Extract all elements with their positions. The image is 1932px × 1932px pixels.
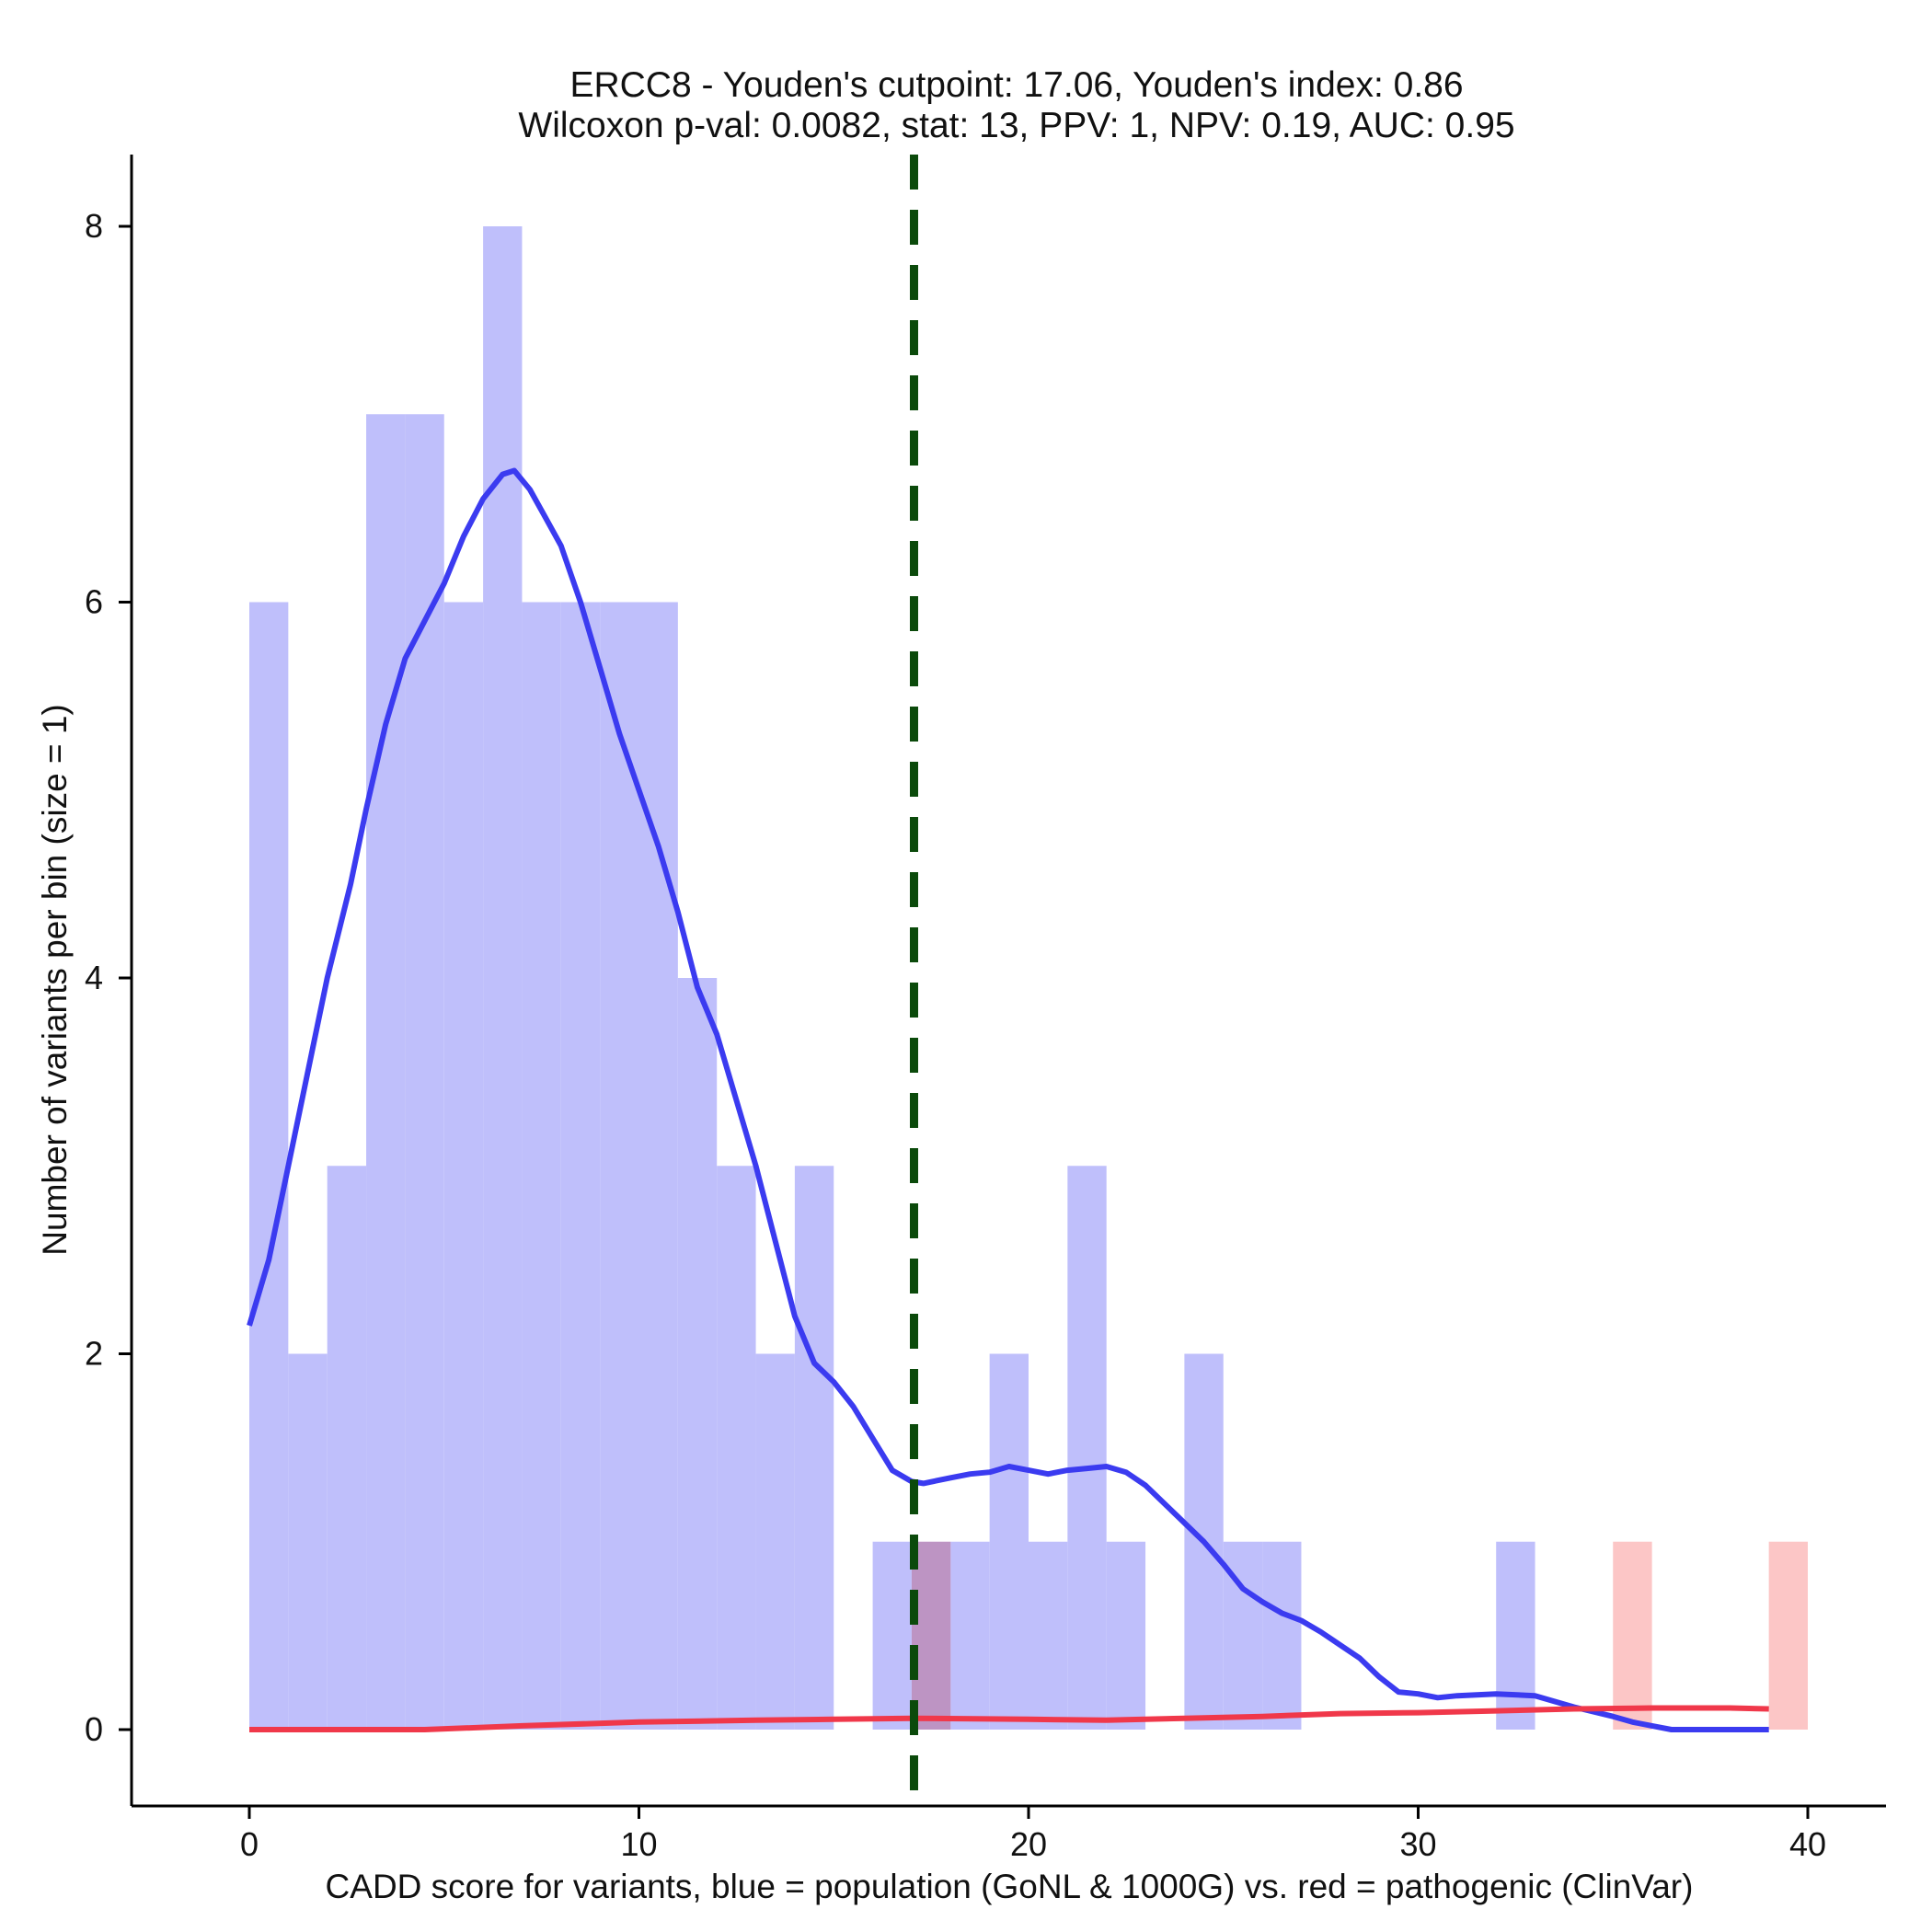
population-bar xyxy=(288,1353,328,1730)
x-tick-label: 10 xyxy=(620,1825,657,1863)
axes xyxy=(130,155,1886,1808)
population-bar xyxy=(950,1541,990,1730)
population-bar xyxy=(1067,1166,1107,1730)
x-tick-label: 30 xyxy=(1399,1825,1436,1863)
pathogenic-bar xyxy=(1768,1541,1808,1730)
population-bars xyxy=(249,226,1535,1730)
population-bar xyxy=(327,1166,367,1730)
population-bar xyxy=(872,1541,912,1730)
population-density-line xyxy=(247,467,1769,1732)
chart-title-line-1: ERCC8 - Youden's cutpoint: 17.06, Youden… xyxy=(569,65,1463,105)
x-tick-label: 40 xyxy=(1789,1825,1826,1863)
pathogenic-bar xyxy=(911,1541,951,1730)
population-bar xyxy=(522,602,561,1730)
population-bar xyxy=(483,226,523,1730)
x-tick-label: 20 xyxy=(1010,1825,1047,1863)
chart-title-line-2: Wilcoxon p-val: 0.0082, stat: 13, PPV: 1… xyxy=(518,106,1514,145)
population-bar xyxy=(1106,1541,1146,1730)
y-axis-ticks: 0 2 4 6 8 xyxy=(85,207,132,1748)
chart-title: ERCC8 - Youden's cutpoint: 17.06, Youden… xyxy=(518,65,1514,145)
population-bar xyxy=(249,602,289,1730)
population-bar xyxy=(366,414,406,1730)
y-tick-label: 2 xyxy=(85,1335,103,1373)
population-bar xyxy=(677,978,718,1730)
x-axis-label: CADD score for variants, blue = populati… xyxy=(326,1868,1694,1905)
population-bar xyxy=(717,1166,756,1730)
population-bar xyxy=(755,1353,795,1730)
pathogenic-density-line xyxy=(249,1705,1769,1732)
y-tick-label: 6 xyxy=(85,583,103,621)
pathogenic-bars xyxy=(911,1541,1808,1730)
population-bar xyxy=(638,602,678,1730)
y-tick-label: 8 xyxy=(85,207,103,245)
y-axis-label: Number of variants per bin (size = 1) xyxy=(36,704,74,1255)
population-bar xyxy=(794,1166,834,1730)
population-bar xyxy=(560,602,601,1730)
population-bar xyxy=(1029,1541,1068,1730)
population-bar xyxy=(1496,1541,1535,1730)
population-bar xyxy=(1262,1541,1302,1730)
population-bar xyxy=(600,602,639,1730)
y-tick-label: 4 xyxy=(85,959,103,996)
population-bar xyxy=(443,602,484,1730)
population-bar xyxy=(989,1353,1029,1730)
x-axis-ticks: 0 10 20 30 40 xyxy=(240,1806,1826,1863)
y-tick-label: 0 xyxy=(85,1710,103,1748)
population-bar xyxy=(405,414,444,1730)
x-tick-label: 0 xyxy=(240,1825,259,1863)
pathogenic-bar xyxy=(1613,1541,1652,1730)
